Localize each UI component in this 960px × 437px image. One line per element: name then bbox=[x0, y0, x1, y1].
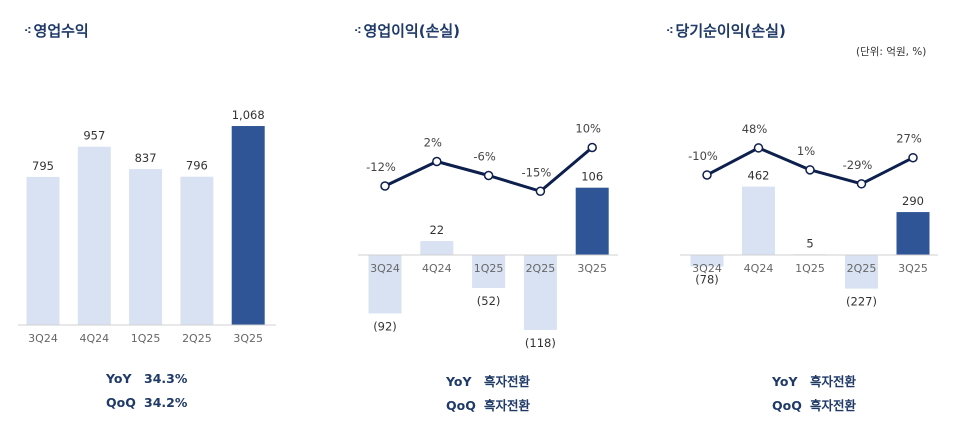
bar-3Q25 bbox=[896, 212, 930, 255]
value-label: 796 bbox=[186, 159, 208, 173]
value-label: (78) bbox=[695, 273, 719, 287]
bar-1Q25 bbox=[129, 169, 163, 325]
margin-label: 2% bbox=[424, 136, 442, 150]
value-label: 795 bbox=[32, 159, 54, 173]
margin-point bbox=[702, 170, 712, 180]
category-label: 1Q25 bbox=[131, 332, 161, 345]
margin-label: 48% bbox=[742, 122, 768, 136]
category-label: 2Q25 bbox=[182, 332, 212, 345]
bar-3Q24 bbox=[690, 255, 724, 267]
value-label: 1,068 bbox=[232, 108, 265, 122]
footer-key: QoQ bbox=[106, 395, 136, 410]
bar-1Q25 bbox=[472, 255, 506, 289]
value-label: (92) bbox=[373, 319, 397, 333]
footer-value: 흑자전환 bbox=[810, 398, 857, 413]
footer-value: 34.2% bbox=[144, 395, 188, 410]
chart-title-operating-revenue: ⁖ 영업수익 bbox=[24, 20, 89, 41]
value-label: 106 bbox=[581, 170, 603, 184]
bar-4Q24 bbox=[77, 146, 111, 325]
value-label: 462 bbox=[748, 169, 770, 183]
title-text: 당기순이익(손실) bbox=[675, 22, 786, 40]
category-label: 4Q24 bbox=[79, 332, 109, 345]
category-label: 3Q25 bbox=[898, 262, 928, 275]
footer-yoy: YoY 흑자전환 bbox=[772, 371, 856, 390]
margin-point bbox=[856, 179, 867, 189]
footer-key: YoY bbox=[772, 374, 798, 389]
bar-2Q25 bbox=[523, 255, 557, 330]
margin-label: -29% bbox=[843, 158, 873, 172]
footer-yoy: YoY 34.3% bbox=[106, 371, 187, 386]
category-label: 4Q24 bbox=[422, 262, 452, 275]
category-label: 3Q24 bbox=[692, 262, 722, 275]
value-label: (52) bbox=[477, 294, 501, 308]
bullet-icon: ⁖ bbox=[666, 24, 673, 37]
margin-label: 27% bbox=[896, 132, 922, 146]
margin-point bbox=[587, 142, 597, 153]
bar-4Q24 bbox=[420, 241, 454, 255]
footer-qoq: QoQ 34.2% bbox=[106, 395, 187, 410]
bar-2Q25 bbox=[180, 176, 214, 325]
bullet-icon: ⁖ bbox=[24, 24, 31, 37]
margin-label: -12% bbox=[366, 160, 396, 174]
bullet-icon: ⁖ bbox=[354, 24, 361, 37]
margin-point bbox=[483, 170, 494, 181]
bar-3Q25 bbox=[231, 126, 265, 325]
value-label: (227) bbox=[846, 295, 877, 309]
footer-key: YoY bbox=[446, 374, 472, 389]
chart-title-net-income: ⁖ 당기순이익(손실) bbox=[666, 20, 786, 41]
margin-point bbox=[535, 186, 546, 196]
category-label: 3Q25 bbox=[233, 332, 263, 345]
title-text: 영업이익(손실) bbox=[363, 22, 461, 40]
footer-key: QoQ bbox=[772, 398, 802, 413]
category-label: 3Q24 bbox=[370, 262, 400, 275]
bar-3Q24 bbox=[26, 176, 60, 325]
margin-label: -6% bbox=[473, 150, 495, 164]
footer-value: 흑자전환 bbox=[484, 374, 531, 389]
value-label: 5 bbox=[806, 236, 813, 250]
margin-label: 10% bbox=[575, 122, 601, 136]
value-label: (118) bbox=[525, 336, 556, 350]
bar-3Q24 bbox=[368, 255, 402, 314]
footer-value: 34.3% bbox=[144, 371, 188, 386]
category-label: 1Q25 bbox=[795, 262, 825, 275]
margin-label: -15% bbox=[522, 165, 552, 179]
category-label: 1Q25 bbox=[474, 262, 504, 275]
footer-yoy: YoY 흑자전환 bbox=[446, 371, 530, 390]
margin-point bbox=[805, 165, 815, 175]
footer-key: QoQ bbox=[446, 398, 476, 413]
margin-point bbox=[753, 143, 764, 153]
margin-point bbox=[380, 181, 390, 191]
value-label: 957 bbox=[83, 129, 105, 143]
margin-label: -10% bbox=[688, 149, 718, 163]
bar-3Q25 bbox=[575, 187, 609, 255]
category-label: 2Q25 bbox=[526, 262, 556, 275]
footer-key: YoY bbox=[106, 371, 132, 386]
margin-point bbox=[432, 156, 442, 167]
chart-title-operating-income: ⁖ 영업이익(손실) bbox=[354, 20, 460, 41]
category-label: 4Q24 bbox=[744, 262, 774, 275]
category-label: 2Q25 bbox=[847, 262, 877, 275]
bar-4Q24 bbox=[742, 186, 775, 255]
category-label: 3Q24 bbox=[28, 332, 58, 345]
margin-point bbox=[908, 152, 918, 163]
margin-label: 1% bbox=[797, 144, 815, 158]
value-label: 22 bbox=[429, 223, 444, 237]
bar-2Q25 bbox=[845, 255, 878, 289]
footer-qoq: QoQ 흑자전환 bbox=[446, 395, 530, 414]
value-label: 290 bbox=[902, 194, 924, 208]
title-text: 영업수익 bbox=[33, 22, 89, 40]
footer-value: 흑자전환 bbox=[810, 374, 857, 389]
footer-qoq: QoQ 흑자전환 bbox=[772, 395, 856, 414]
footer-value: 흑자전환 bbox=[484, 398, 531, 413]
unit-label: (단위: 억원, %) bbox=[856, 46, 927, 58]
value-label: 837 bbox=[135, 151, 157, 165]
category-label: 3Q25 bbox=[577, 262, 607, 275]
